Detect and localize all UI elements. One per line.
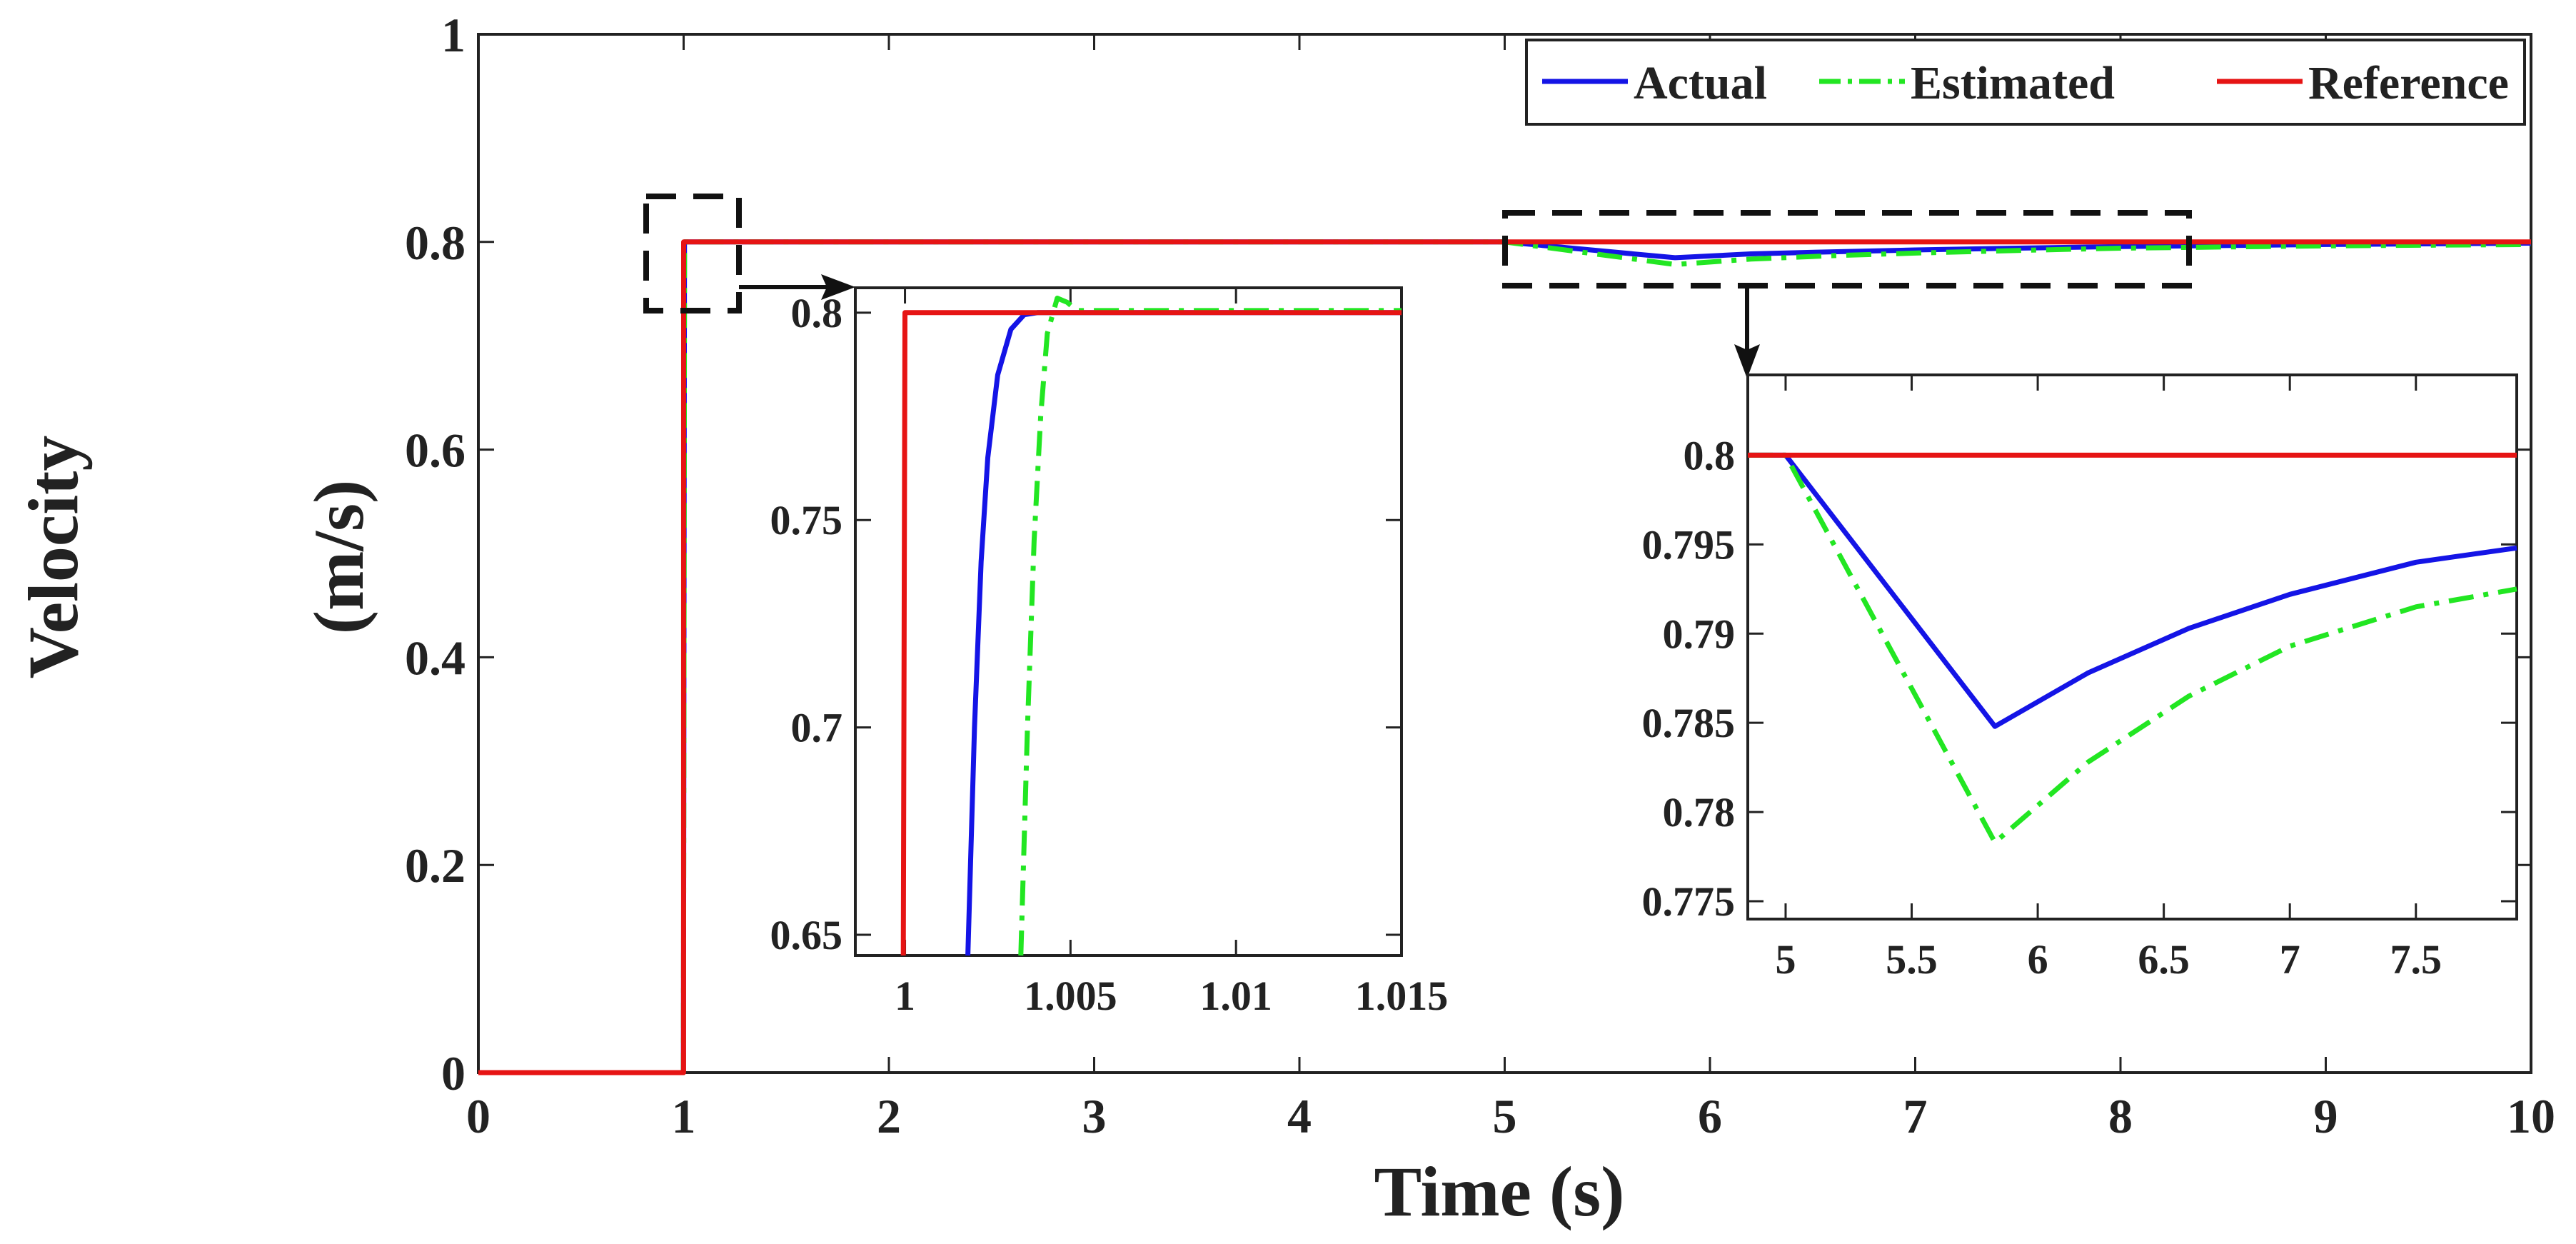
main-y-tick-0-2: 0.2 <box>405 838 466 893</box>
legend-box <box>1525 39 2526 126</box>
y-axis-title-velocity: Velocity <box>14 436 93 679</box>
inset-disturbance-y-tick-0-79: 0.79 <box>1663 611 1736 657</box>
inset-disturbance-x-tick-5-5: 5.5 <box>1886 936 1938 983</box>
inset-disturbance-x-tick-7: 7 <box>2280 936 2300 983</box>
zoom-box-step <box>643 194 742 313</box>
inset-step-y-tick-0-65: 0.65 <box>770 912 843 958</box>
inset-step-y-tick-0-8: 0.8 <box>791 290 843 336</box>
main-y-tick-0: 0 <box>441 1046 466 1100</box>
main-x-tick-8: 8 <box>2108 1089 2133 1143</box>
x-axis-title: Time (s) <box>1374 1152 1625 1231</box>
inset-step-x-tick-1-005: 1.005 <box>1024 973 1117 1019</box>
inset-disturbance-series-estimated <box>1748 452 2517 846</box>
inset-disturbance-zoom: 5 5.5 6 6.5 7 7.5 0.775 0.78 0.785 0.79 0.795 0.8 <box>1642 373 2518 983</box>
main-x-tick-7: 7 <box>1903 1089 1928 1143</box>
legend-label-reference: Reference <box>2308 57 2509 109</box>
main-x-tick-3: 3 <box>1082 1089 1107 1143</box>
main-x-tick-0: 0 <box>466 1089 490 1143</box>
main-y-tick-0-8: 0.8 <box>405 216 466 270</box>
inset-step-series-reference <box>900 310 1402 956</box>
inset-step-y-tick-0-7: 0.7 <box>791 705 843 751</box>
main-y-tick-0-6: 0.6 <box>405 423 466 478</box>
inset-disturbance-x-tick-6: 6 <box>2028 936 2048 983</box>
inset-step-x-tick-1-015: 1.015 <box>1355 973 1449 1019</box>
inset-disturbance-series-actual <box>1748 452 2517 729</box>
zoom-arrow-disturbance-head <box>1734 344 1760 378</box>
main-x-tick-10: 10 <box>2507 1089 2555 1143</box>
inset-step-x-tick-1-01: 1.01 <box>1199 973 1272 1019</box>
main-y-tick-1: 1 <box>441 8 466 62</box>
inset-disturbance-frame <box>1746 373 2518 921</box>
inset-step-y-tick-0-75: 0.75 <box>770 497 843 543</box>
inset-step-zoom: 1 1.005 1.01 1.015 0.65 0.7 0.75 0.8 <box>770 286 1449 1019</box>
inset-disturbance-x-tick-7-5: 7.5 <box>2390 936 2442 983</box>
main-x-tick-1: 1 <box>672 1089 696 1143</box>
main-x-tick-6: 6 <box>1698 1089 1722 1143</box>
main-x-tick-5: 5 <box>1493 1089 1517 1143</box>
main-x-tick-4: 4 <box>1287 1089 1312 1143</box>
main-y-tick-0-4: 0.4 <box>405 631 466 685</box>
inset-disturbance-y-tick-0-795: 0.795 <box>1642 521 1736 568</box>
main-x-tick-2: 2 <box>877 1089 901 1143</box>
inset-disturbance-y-tick-0-775: 0.775 <box>1642 878 1736 925</box>
legend-label-estimated: Estimated <box>1911 57 2115 109</box>
inset-disturbance-y-tick-0-785: 0.785 <box>1642 700 1736 746</box>
main-series-reference <box>478 239 2531 1075</box>
legend: Actual Estimated Reference <box>1525 39 2526 126</box>
inset-disturbance-x-tick-5: 5 <box>1775 936 1796 983</box>
inset-disturbance-y-tick-0-8: 0.8 <box>1684 432 1736 478</box>
zoom-box-disturbance <box>1502 210 2192 289</box>
inset-step-x-tick-1: 1 <box>895 973 915 1019</box>
zoom-arrow-step-head <box>821 274 855 300</box>
inset-disturbance-y-tick-0-78: 0.78 <box>1663 789 1736 836</box>
main-x-tick-9: 9 <box>2314 1089 2338 1143</box>
inset-disturbance-x-tick-6-5: 6.5 <box>2138 936 2190 983</box>
legend-label-actual: Actual <box>1634 57 1767 109</box>
main-series-estimated <box>478 239 2532 1075</box>
inset-step-frame <box>854 286 1403 957</box>
y-axis-title-units: (m/s) <box>299 480 378 635</box>
